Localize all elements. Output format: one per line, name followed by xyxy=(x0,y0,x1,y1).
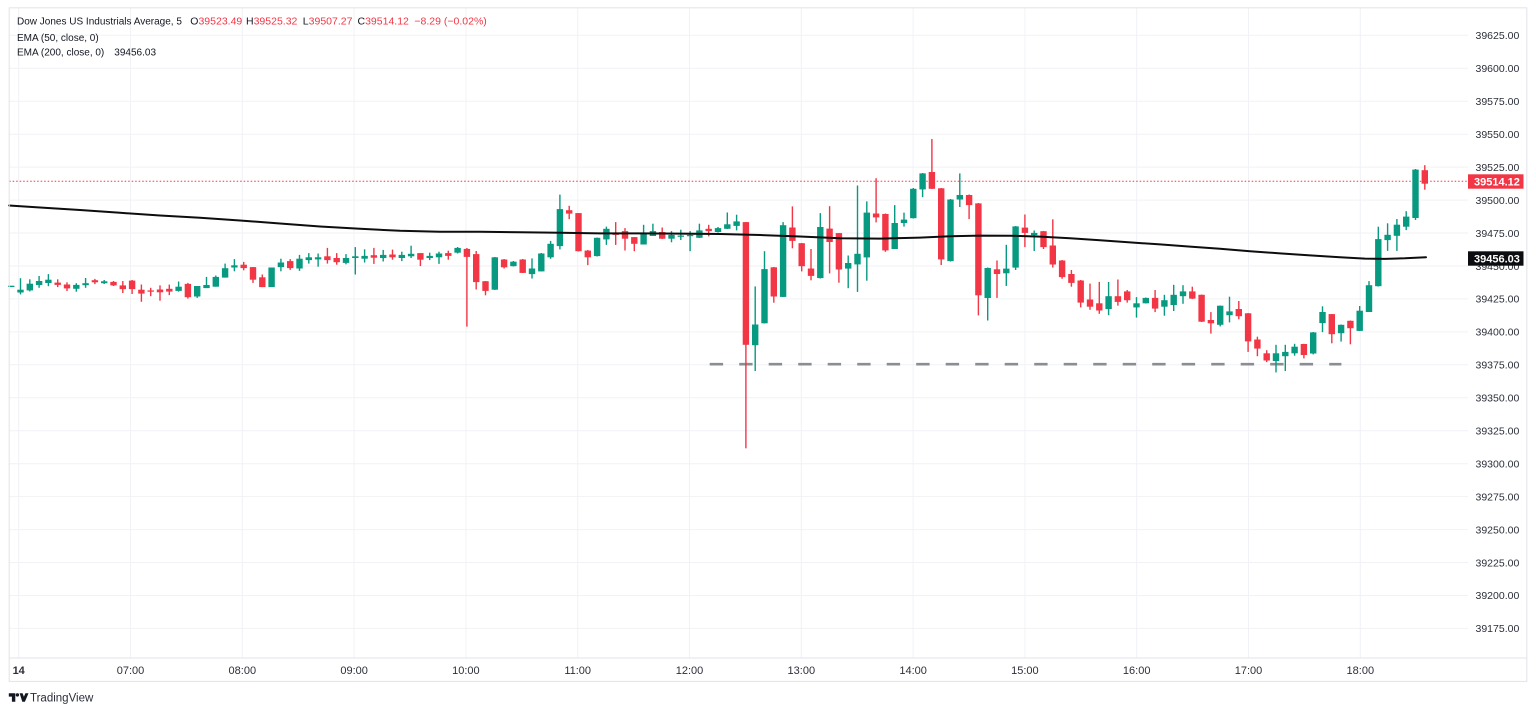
svg-text:39575.00: 39575.00 xyxy=(1476,96,1520,108)
svg-text:Dow Jones US Industrials Avera: Dow Jones US Industrials Average, 5 xyxy=(17,17,182,28)
svg-text:C39514.12: C39514.12 xyxy=(358,16,410,28)
svg-text:39456.03: 39456.03 xyxy=(1474,254,1520,266)
svg-text:39500.00: 39500.00 xyxy=(1476,195,1520,207)
svg-text:13:00: 13:00 xyxy=(788,665,816,677)
svg-text:14:00: 14:00 xyxy=(899,665,927,677)
svg-text:11:00: 11:00 xyxy=(564,665,591,677)
svg-text:39514.12: 39514.12 xyxy=(1474,177,1520,189)
svg-text:L39507.27: L39507.27 xyxy=(303,16,353,28)
svg-text:39400.00: 39400.00 xyxy=(1476,327,1520,339)
svg-text:39550.00: 39550.00 xyxy=(1476,129,1520,141)
svg-text:EMA (200, close, 0): EMA (200, close, 0) xyxy=(17,48,104,59)
svg-text:39250.00: 39250.00 xyxy=(1476,524,1520,536)
svg-text:O39523.49: O39523.49 xyxy=(190,16,242,28)
svg-text:12:00: 12:00 xyxy=(676,665,704,677)
svg-text:39456.03: 39456.03 xyxy=(114,48,156,59)
svg-text:39475.00: 39475.00 xyxy=(1476,228,1520,240)
svg-text:39525.00: 39525.00 xyxy=(1476,162,1520,174)
svg-text:39600.00: 39600.00 xyxy=(1476,63,1520,75)
svg-text:TradingView: TradingView xyxy=(30,693,94,705)
svg-text:39300.00: 39300.00 xyxy=(1476,459,1520,471)
svg-text:39325.00: 39325.00 xyxy=(1476,426,1520,438)
svg-text:07:00: 07:00 xyxy=(117,665,145,677)
svg-text:15:00: 15:00 xyxy=(1011,665,1039,677)
svg-text:08:00: 08:00 xyxy=(229,665,257,677)
svg-text:39350.00: 39350.00 xyxy=(1476,393,1520,405)
svg-text:−8.29 (−0.02%): −8.29 (−0.02%) xyxy=(414,16,486,28)
svg-text:39625.00: 39625.00 xyxy=(1476,30,1520,42)
svg-text:39175.00: 39175.00 xyxy=(1476,623,1520,635)
svg-text:39225.00: 39225.00 xyxy=(1476,557,1520,569)
svg-text:39275.00: 39275.00 xyxy=(1476,491,1520,503)
svg-text:H39525.32: H39525.32 xyxy=(246,16,298,28)
svg-text:EMA (50, close, 0): EMA (50, close, 0) xyxy=(17,33,99,44)
svg-text:16:00: 16:00 xyxy=(1123,665,1151,677)
svg-text:10:00: 10:00 xyxy=(452,665,480,677)
svg-text:39375.00: 39375.00 xyxy=(1476,360,1520,372)
svg-text:39425.00: 39425.00 xyxy=(1476,294,1520,306)
svg-text:17:00: 17:00 xyxy=(1235,665,1263,677)
svg-text:39200.00: 39200.00 xyxy=(1476,590,1520,602)
svg-text:09:00: 09:00 xyxy=(340,665,368,677)
svg-text:18:00: 18:00 xyxy=(1347,665,1375,677)
svg-text:14: 14 xyxy=(13,665,26,677)
